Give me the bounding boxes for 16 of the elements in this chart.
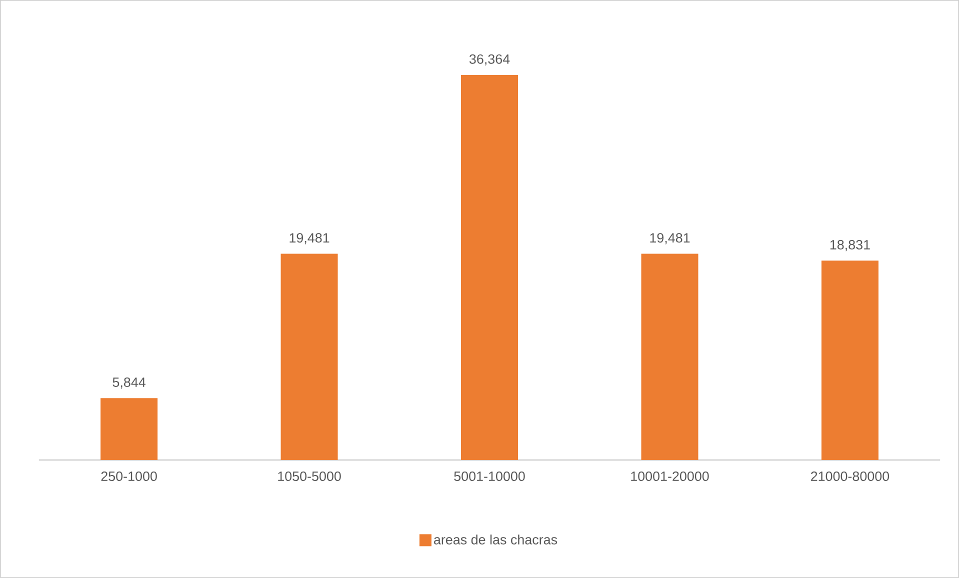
x-tick-label: 21000-80000	[811, 472, 890, 482]
data-label: 19,481	[650, 233, 690, 244]
bar	[641, 254, 698, 460]
data-label: 5,844	[112, 378, 146, 389]
bar	[280, 254, 338, 460]
bar	[821, 260, 878, 460]
bar	[100, 398, 158, 460]
bar	[461, 75, 518, 460]
data-label: 19,481	[290, 233, 330, 244]
x-tick-label: 250-1000	[101, 472, 157, 482]
data-label: 36,364	[469, 54, 510, 66]
x-tick-label: 10001-20000	[631, 472, 709, 482]
x-tick-label: 5001-10000	[454, 472, 525, 482]
x-tick-label: 1050-5000	[278, 472, 341, 482]
data-label: 18,831	[830, 240, 870, 252]
legend-label: areas de las chacras	[434, 534, 558, 545]
